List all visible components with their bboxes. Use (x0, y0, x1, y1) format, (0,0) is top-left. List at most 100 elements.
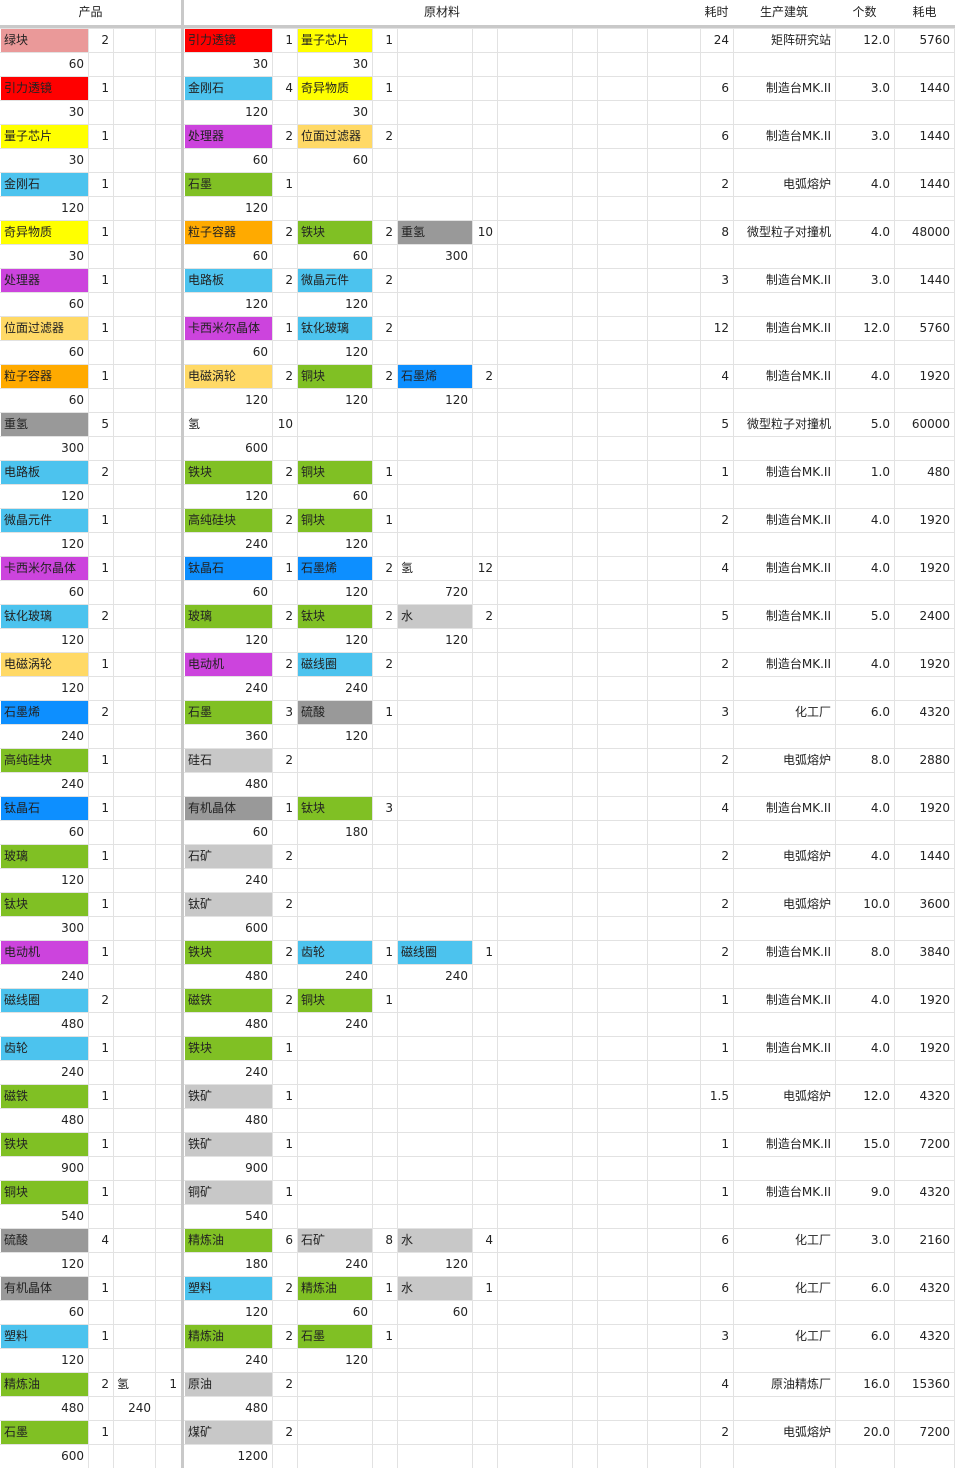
material-name[interactable]: 引力透镜 (185, 29, 272, 52)
material-rate[interactable]: 240 (345, 681, 368, 695)
material-qty[interactable]: 2 (285, 513, 293, 527)
material-rate[interactable]: 120 (245, 297, 268, 311)
header-materials[interactable]: 原材料 (423, 5, 460, 19)
material-name[interactable]: 高纯硅块 (185, 509, 272, 532)
material-name[interactable]: 电磁涡轮 (185, 365, 272, 388)
material-rate[interactable]: 60 (352, 489, 368, 503)
material-qty[interactable]: 4 (485, 1233, 493, 1247)
craft-time[interactable]: 5 (721, 609, 729, 623)
product-qty[interactable]: 5 (101, 417, 109, 431)
material-rate[interactable]: 30 (352, 57, 368, 71)
product-rate[interactable]: 540 (61, 1209, 84, 1223)
material-name[interactable]: 氢 (185, 413, 272, 436)
material-qty[interactable]: 1 (385, 81, 393, 95)
material-qty[interactable]: 2 (285, 273, 293, 287)
material-name[interactable]: 石墨 (298, 1325, 372, 1348)
material-name[interactable]: 磁铁 (185, 989, 272, 1012)
material-name[interactable]: 铜矿 (185, 1181, 272, 1204)
product-name[interactable]: 引力透镜 (1, 77, 88, 100)
product-rate[interactable]: 240 (61, 777, 84, 791)
building-count[interactable]: 4.0 (870, 225, 890, 239)
material-qty[interactable]: 2 (285, 1377, 293, 1391)
material-name[interactable]: 精炼油 (185, 1229, 272, 1252)
material-rate[interactable]: 60 (352, 153, 368, 167)
material-qty[interactable]: 1 (385, 1329, 393, 1343)
material-name[interactable]: 石墨烯 (398, 365, 472, 388)
byproduct-rate[interactable]: 240 (128, 1401, 151, 1415)
material-qty[interactable]: 2 (285, 753, 293, 767)
material-name[interactable]: 石墨烯 (298, 557, 372, 580)
craft-time[interactable]: 1.5 (709, 1089, 729, 1103)
material-rate[interactable]: 480 (245, 777, 268, 791)
material-qty[interactable]: 2 (385, 273, 393, 287)
craft-time[interactable]: 1 (721, 993, 729, 1007)
product-rate[interactable]: 60 (68, 393, 84, 407)
product-qty[interactable]: 1 (101, 81, 109, 95)
building-name[interactable]: 制造台MK.II (765, 945, 831, 959)
material-name[interactable]: 有机晶体 (185, 797, 272, 820)
material-rate[interactable]: 60 (252, 249, 268, 263)
product-rate[interactable]: 240 (61, 969, 84, 983)
product-name[interactable]: 硫酸 (1, 1229, 88, 1252)
building-count[interactable]: 12.0 (863, 321, 890, 335)
product-qty[interactable]: 2 (101, 705, 109, 719)
material-qty[interactable]: 2 (285, 1281, 293, 1295)
header-time[interactable]: 耗时 (704, 5, 729, 19)
building-name[interactable]: 化工厂 (794, 1329, 831, 1343)
product-qty[interactable]: 1 (101, 801, 109, 815)
product-rate[interactable]: 30 (68, 105, 84, 119)
material-rate[interactable]: 480 (245, 1113, 268, 1127)
product-qty[interactable]: 1 (101, 369, 109, 383)
material-rate[interactable]: 360 (245, 729, 268, 743)
craft-time[interactable]: 2 (721, 177, 729, 191)
material-qty[interactable]: 1 (385, 33, 393, 47)
material-rate[interactable]: 180 (245, 1257, 268, 1271)
material-rate[interactable]: 60 (252, 153, 268, 167)
building-count[interactable]: 1.0 (870, 465, 890, 479)
product-name[interactable]: 电磁涡轮 (1, 653, 88, 676)
product-rate[interactable]: 120 (61, 873, 84, 887)
material-name[interactable]: 精炼油 (185, 1325, 272, 1348)
product-rate[interactable]: 60 (68, 57, 84, 71)
material-rate[interactable]: 120 (445, 633, 468, 647)
material-rate[interactable]: 60 (252, 585, 268, 599)
product-name[interactable]: 齿轮 (1, 1037, 88, 1060)
material-rate[interactable]: 120 (345, 633, 368, 647)
material-qty[interactable]: 2 (285, 993, 293, 1007)
material-rate[interactable]: 1200 (237, 1449, 268, 1463)
product-name[interactable]: 石墨烯 (1, 701, 88, 724)
product-qty[interactable]: 2 (101, 33, 109, 47)
product-name[interactable]: 电动机 (1, 941, 88, 964)
material-rate[interactable]: 30 (352, 105, 368, 119)
product-rate[interactable]: 240 (61, 1065, 84, 1079)
header-power[interactable]: 耗电 (912, 5, 937, 19)
material-qty[interactable]: 2 (285, 129, 293, 143)
power-usage[interactable]: 2880 (919, 753, 950, 767)
craft-time[interactable]: 2 (721, 849, 729, 863)
product-name[interactable]: 磁线圈 (1, 989, 88, 1012)
material-rate[interactable]: 60 (452, 1305, 468, 1319)
material-name[interactable]: 电动机 (185, 653, 272, 676)
craft-time[interactable]: 2 (721, 513, 729, 527)
craft-time[interactable]: 1 (721, 1137, 729, 1151)
material-name[interactable]: 铁块 (185, 941, 272, 964)
building-count[interactable]: 4.0 (870, 177, 890, 191)
material-rate[interactable]: 60 (252, 825, 268, 839)
power-usage[interactable]: 2400 (919, 609, 950, 623)
building-count[interactable]: 12.0 (863, 1089, 890, 1103)
craft-time[interactable]: 24 (713, 33, 729, 47)
product-qty[interactable]: 1 (101, 177, 109, 191)
product-qty[interactable]: 1 (101, 753, 109, 767)
material-name[interactable]: 硅石 (185, 749, 272, 772)
product-qty[interactable]: 2 (101, 465, 109, 479)
material-rate[interactable]: 240 (245, 537, 268, 551)
product-name[interactable]: 石墨 (1, 1421, 88, 1444)
product-qty[interactable]: 1 (101, 225, 109, 239)
building-count[interactable]: 8.0 (870, 945, 890, 959)
product-rate[interactable]: 120 (61, 201, 84, 215)
craft-time[interactable]: 1 (721, 465, 729, 479)
material-name[interactable]: 微晶元件 (298, 269, 372, 292)
product-name[interactable]: 卡西米尔晶体 (1, 557, 88, 580)
material-rate[interactable]: 240 (245, 1065, 268, 1079)
craft-time[interactable]: 6 (721, 1233, 729, 1247)
